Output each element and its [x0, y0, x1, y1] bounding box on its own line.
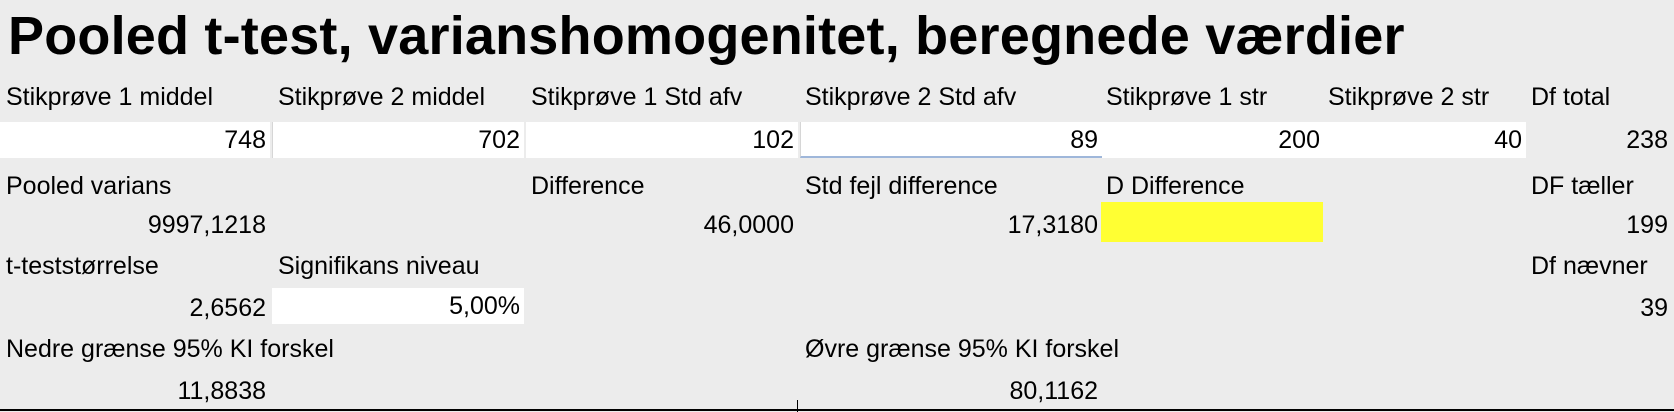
- input-s1-n[interactable]: 200: [1102, 122, 1324, 158]
- label-pooled-var: Pooled varians: [6, 172, 172, 200]
- label-sig-level: Signifikans niveau: [278, 252, 480, 280]
- label-df-num: DF tæller: [1531, 172, 1634, 200]
- input-s2-mean[interactable]: 702: [272, 122, 524, 158]
- bottom-border: [0, 409, 1674, 411]
- label-difference: Difference: [531, 172, 645, 200]
- label-d-diff: D Difference: [1106, 172, 1245, 200]
- input-s2-n[interactable]: 40: [1324, 122, 1526, 158]
- value-pooled-var[interactable]: 9997,1218: [147, 211, 266, 239]
- label-s1-mean: Stikprøve 1 middel: [6, 83, 214, 111]
- input-s2-sd[interactable]: 89: [800, 122, 1102, 158]
- value-ci-low[interactable]: 11,8838: [177, 377, 266, 405]
- label-s2-sd: Stikprøve 2 Std afv: [805, 83, 1017, 111]
- value-df-total[interactable]: 238: [1626, 126, 1668, 154]
- sheet-title: Pooled t-test, varianshomogenitet, bereg…: [8, 6, 1405, 66]
- label-t-stat: t-teststørrelse: [6, 252, 159, 280]
- label-s2-mean: Stikprøve 2 middel: [278, 83, 486, 111]
- value-ci-high[interactable]: 80,1162: [1009, 377, 1098, 405]
- input-s1-sd[interactable]: 102: [526, 122, 798, 158]
- column-divider: [797, 400, 798, 412]
- label-df-den: Df nævner: [1531, 252, 1648, 280]
- input-s1-mean[interactable]: 748: [0, 122, 270, 158]
- d-diff-highlight-cell[interactable]: [1101, 202, 1323, 242]
- value-se-diff[interactable]: 17,3180: [1007, 211, 1098, 239]
- value-df-den[interactable]: 39: [1640, 294, 1668, 322]
- label-df-total: Df total: [1531, 83, 1611, 111]
- label-s1-n: Stikprøve 1 str: [1106, 83, 1268, 111]
- value-df-num[interactable]: 199: [1626, 211, 1668, 239]
- label-ci-high: Øvre grænse 95% KI forskel: [805, 335, 1120, 363]
- label-s1-sd: Stikprøve 1 Std afv: [531, 83, 743, 111]
- label-ci-low: Nedre grænse 95% KI forskel: [6, 335, 334, 363]
- value-difference[interactable]: 46,0000: [703, 211, 794, 239]
- input-sig-level[interactable]: 5,00%: [272, 288, 524, 324]
- value-t-stat[interactable]: 2,6562: [189, 294, 266, 322]
- label-se-diff: Std fejl difference: [805, 172, 998, 200]
- label-s2-n: Stikprøve 2 str: [1328, 83, 1490, 111]
